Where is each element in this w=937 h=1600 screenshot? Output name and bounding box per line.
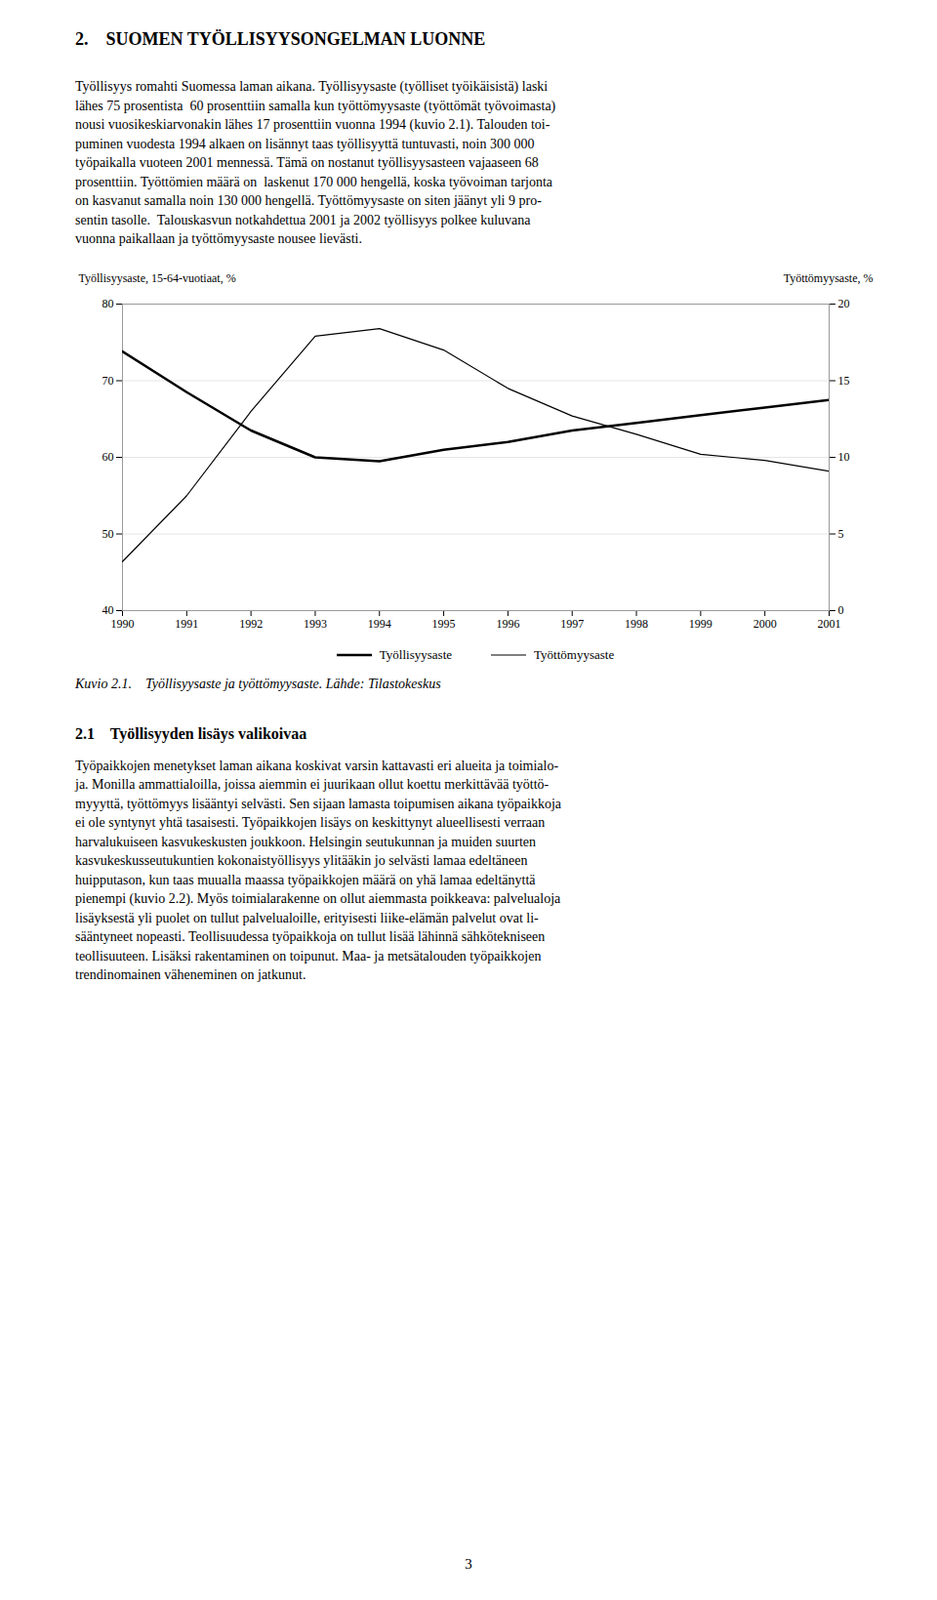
html-text:lähes 75 prosentista 60 prosen: lähes 75 prosentista 60 prosenttiin sama… bbox=[75, 98, 556, 113]
svg-text:1997: 1997 bbox=[560, 616, 584, 631]
html-text:sentin tasolle. Talouskasvun n: sentin tasolle. Talouskasvun notkahdettu… bbox=[75, 212, 531, 227]
svg-text:50: 50 bbox=[102, 526, 115, 540]
svg-text:Työttömyysaste, %: Työttömyysaste, % bbox=[783, 271, 874, 286]
html-text:2. SUOMEN TYÖLLISYYSONGELMAN L: 2. SUOMEN TYÖLLISYYSONGELMAN LUONNE bbox=[75, 29, 486, 49]
svg-text:10: 10 bbox=[838, 449, 851, 464]
html-text:nousi vuosikeskiarvonakin lähe: nousi vuosikeskiarvonakin lähes 17 prose… bbox=[75, 117, 550, 132]
html-text:pienempi (kuvio 2.2). Myös toi: pienempi (kuvio 2.2). Myös toimialaraken… bbox=[75, 891, 561, 906]
svg-text:1993: 1993 bbox=[303, 616, 327, 631]
html-text:harvalukuiseen kasvukeskusten: harvalukuiseen kasvukeskusten joukkoon. … bbox=[75, 834, 536, 849]
html-text:vuonna paikallaan ja työttömyy: vuonna paikallaan ja työttömyysaste nous… bbox=[75, 231, 363, 246]
svg-text:2000: 2000 bbox=[753, 616, 777, 631]
svg-text:1999: 1999 bbox=[689, 616, 713, 631]
html-text:myyyttä, työttömyys lisääntyi: myyyttä, työttömyys lisääntyi selvästi. … bbox=[75, 795, 562, 811]
svg-text:2001: 2001 bbox=[817, 616, 842, 631]
html-text:Työllisyysaste: Työllisyysaste bbox=[379, 646, 452, 662]
svg-text:1995: 1995 bbox=[432, 616, 456, 631]
svg-text:1996: 1996 bbox=[495, 616, 520, 631]
html-text:Työttömyysaste: Työttömyysaste bbox=[533, 646, 615, 662]
html-text:trendinomainen väheneminen on: trendinomainen väheneminen on jatkunut. bbox=[75, 967, 306, 982]
svg-text:0: 0 bbox=[838, 603, 845, 617]
html-text:huipputason, kun taas muualla: huipputason, kun taas muualla maassa työ… bbox=[75, 872, 536, 887]
html-text:ei ole syntynyt yhtä tasaisest: ei ole syntynyt yhtä tasaisesti. Työpaik… bbox=[75, 814, 545, 830]
html-text:Työpaikkojen menetykset laman: Työpaikkojen menetykset laman aikana kos… bbox=[75, 757, 559, 773]
html-text:ja. Monilla ammattialoilla, jo: ja. Monilla ammattialoilla, joissa aiemm… bbox=[75, 776, 549, 792]
html-text:puminen vuodesta 1994 alkaen o: puminen vuodesta 1994 alkaen on lisännyt… bbox=[75, 136, 535, 151]
html-text:sääntyneet nopeasti. Teollisuu: sääntyneet nopeasti. Teollisuudessa työp… bbox=[75, 929, 545, 944]
html-text:kasvukeskusseutukuntien kokona: kasvukeskusseutukuntien kokonaistyöllisy… bbox=[75, 853, 528, 868]
html-text:Työllisyys romahti Suomessa la: Työllisyys romahti Suomessa laman aikana… bbox=[75, 79, 548, 94]
svg-text:80: 80 bbox=[102, 296, 115, 311]
svg-text:20: 20 bbox=[838, 296, 851, 311]
svg-text:1991: 1991 bbox=[174, 616, 199, 631]
html-text:on kasvanut samalla noin 130 0: on kasvanut samalla noin 130 000 hengell… bbox=[75, 193, 542, 208]
svg-text:1992: 1992 bbox=[239, 616, 263, 631]
html-text:3: 3 bbox=[464, 1555, 473, 1572]
svg-text:70: 70 bbox=[102, 372, 115, 387]
svg-text:15: 15 bbox=[838, 372, 851, 387]
html-text:Kuvio 2.1. Työllisyysaste ja t: Kuvio 2.1. Työllisyysaste ja työttömyysa… bbox=[75, 675, 441, 691]
svg-text:1990: 1990 bbox=[111, 616, 135, 631]
svg-text:1994: 1994 bbox=[367, 616, 392, 631]
svg-text:5: 5 bbox=[838, 526, 845, 540]
svg-text:40: 40 bbox=[102, 603, 115, 617]
svg-text:60: 60 bbox=[102, 449, 115, 464]
html-text:2.1 Työllisyyden lisäys valiko: 2.1 Työllisyyden lisäys valikoivaa bbox=[75, 724, 307, 742]
html-text:prosenttiin. Työttömien määrä: prosenttiin. Työttömien määrä on laskenu… bbox=[75, 174, 553, 189]
html-text:työpaikalla vuoteen 2001 menne: työpaikalla vuoteen 2001 mennessä. Tämä … bbox=[75, 155, 539, 170]
svg-text:Työllisyysaste, 15-64-vuotiaat: Työllisyysaste, 15-64-vuotiaat, % bbox=[79, 271, 237, 286]
svg-text:1998: 1998 bbox=[624, 616, 649, 631]
html-text:teollisuuteen. Lisäksi rakenta: teollisuuteen. Lisäksi rakentaminen on t… bbox=[75, 948, 542, 963]
html-text:lisäyksestä yli puolet on tull: lisäyksestä yli puolet on tullut palvelu… bbox=[75, 910, 539, 925]
